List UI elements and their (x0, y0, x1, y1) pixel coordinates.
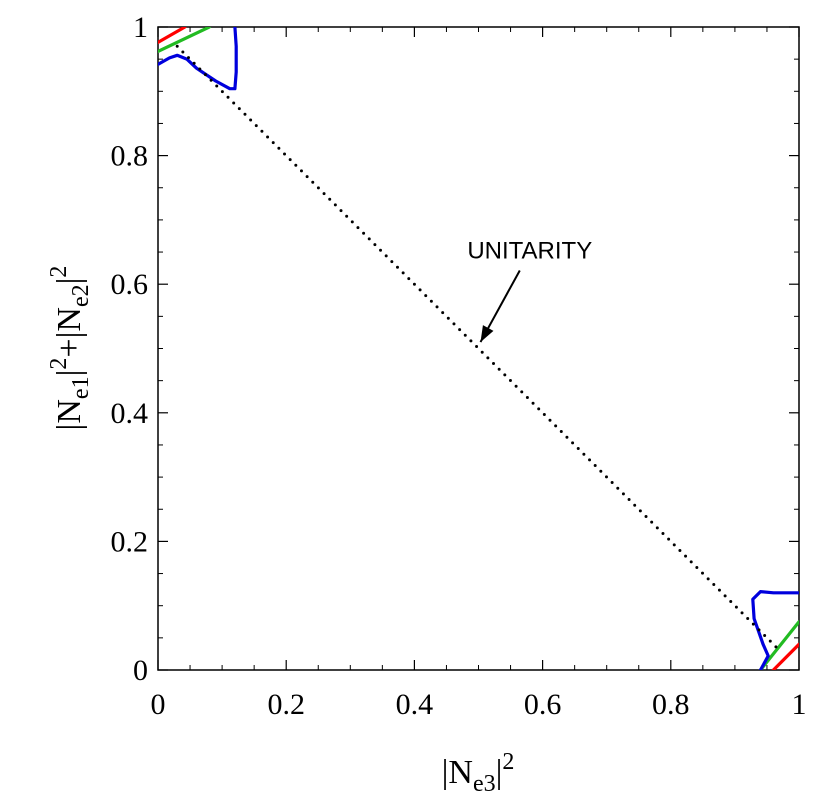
contour-green-4 (758, 620, 799, 670)
y-tick-label: 1 (133, 11, 148, 44)
unitarity-annotation: UNITARITY (467, 237, 592, 264)
y-label-sup-1: 2 (46, 358, 72, 370)
y-label-base-2: |N (51, 307, 88, 338)
y-label-sub-1: e1 (68, 376, 94, 399)
series-layer (158, 27, 799, 670)
tick-labels: 0 0.2 0.4 0.6 0.8 1 0 0.2 0.4 0.6 0.8 1 (111, 11, 807, 721)
x-label-sup: 2 (502, 749, 514, 775)
y-label-sub-2: e2 (68, 284, 94, 307)
y-tick-label: 0 (133, 654, 148, 687)
x-label-base: |N (442, 754, 473, 791)
y-label-close-1: | (51, 370, 88, 377)
y-label-close-2: | (51, 278, 88, 285)
contour-blue-2 (158, 27, 238, 91)
axis-ticks (157, 26, 800, 671)
x-tick-label: 0.8 (652, 688, 690, 721)
x-tick-label: 0.6 (524, 688, 562, 721)
y-label-base-1: |N (51, 399, 88, 430)
unitarity-line (175, 44, 782, 653)
contour-red-3 (771, 642, 799, 670)
y-tick-label: 0.8 (111, 140, 149, 173)
contour-green-1 (158, 27, 211, 54)
x-label-sub: e3 (473, 771, 496, 791)
x-tick-label: 1 (792, 688, 807, 721)
annotation-arrow-head (480, 325, 494, 343)
x-tick-label: 0.2 (267, 688, 305, 721)
annotation-layer: UNITARITY (467, 237, 592, 343)
y-tick-label: 0.6 (111, 268, 149, 301)
y-axis-label: |Ne1|2+|Ne2|2 (46, 266, 94, 431)
y-label-sup-2: 2 (46, 266, 72, 278)
x-tick-label: 0 (151, 688, 166, 721)
x-label-close: | (496, 754, 503, 791)
contour-red-0 (158, 27, 187, 45)
y-tick-label: 0.4 (111, 397, 149, 430)
y-tick-label: 0.2 (111, 525, 149, 558)
contour-blue-5 (751, 589, 799, 670)
y-label-plus: + (51, 338, 88, 357)
x-tick-label: 0.4 (396, 688, 434, 721)
x-axis-label: |Ne3|2 (442, 749, 515, 791)
